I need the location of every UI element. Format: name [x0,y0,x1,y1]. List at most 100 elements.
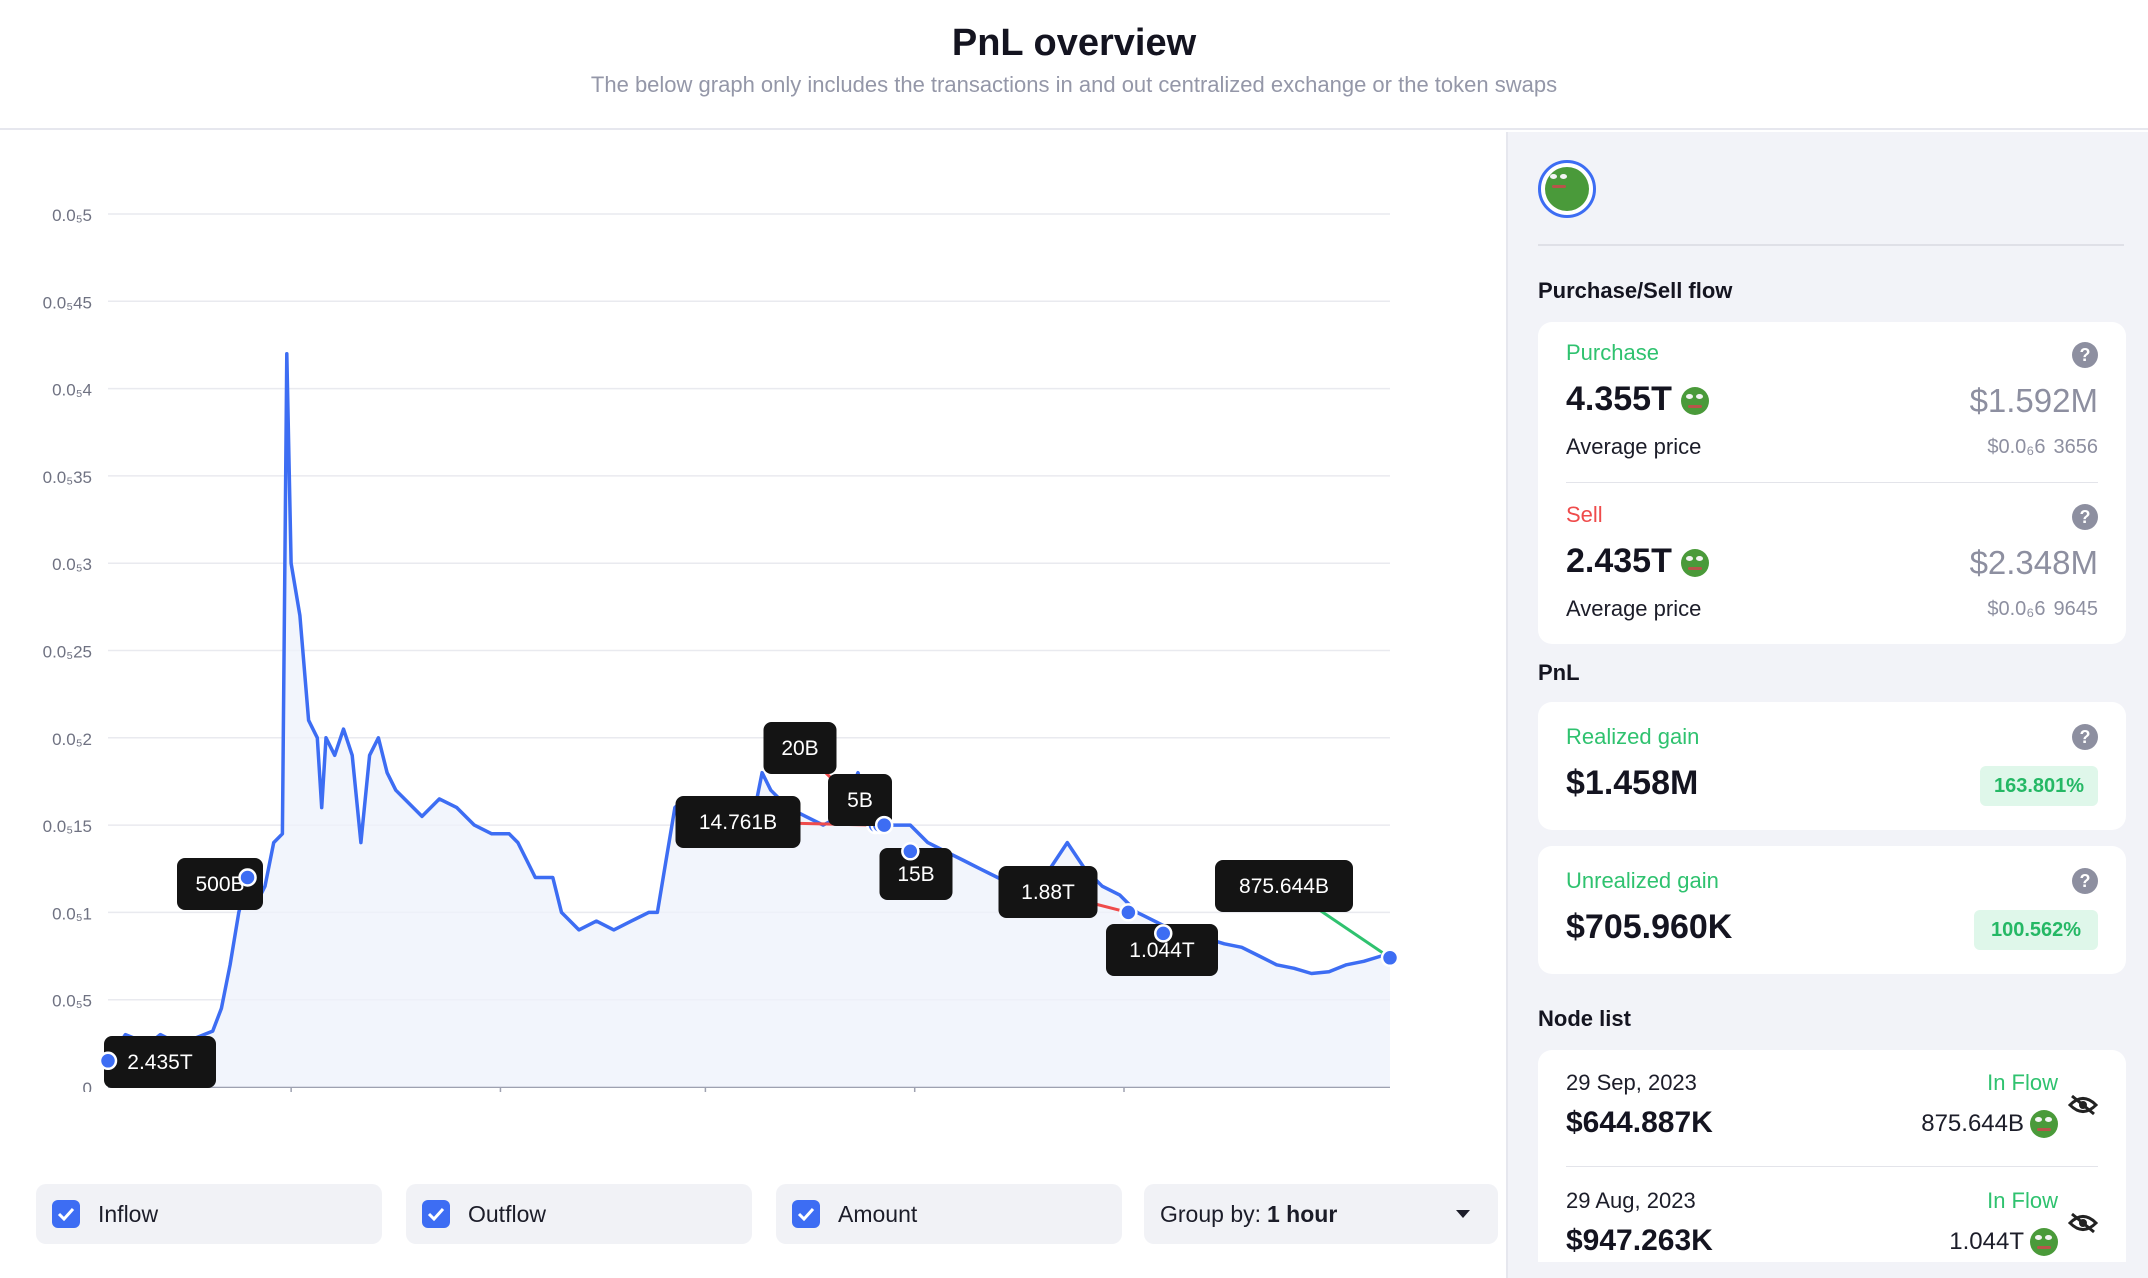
annotation-box [763,722,837,774]
annotation-box [828,774,892,826]
node-list: 29 Sep, 2023 In Flow $644.887K 875.644B … [1538,1050,2126,1262]
realized-gain-value: $1.458M [1566,764,1699,802]
annotation-box [104,1036,216,1088]
sell-amount-value: 2.435T [1566,542,1672,580]
pepe-token-icon [1545,167,1589,211]
node-usd: $644.887K [1566,1106,1713,1139]
amount-label: Amount [838,1200,918,1227]
pepe-token-icon [1681,387,1710,416]
page-subtitle: The below graph only includes the transa… [590,72,1558,97]
series-area [108,353,1390,1087]
help-icon[interactable]: ? [2072,868,2098,894]
annotation-label: 1.044T [1129,939,1195,962]
y-tick-label: 0.0₅15 [43,817,92,836]
pnl-title: PnL [1538,660,1580,685]
y-tick-label: 0.0₅35 [43,468,92,487]
annotation-box [998,866,1098,918]
realized-gain-label: Realized gain [1566,724,1700,749]
x-axis-ticks: MayJuneJulyAugustSeptember [290,1087,1125,1092]
annotation-point [1119,903,1138,922]
help-icon[interactable]: ? [2072,504,2098,530]
list-item[interactable]: 29 Aug, 2023 In Flow $947.263K 1.044T [1538,1168,2126,1262]
annotation-label: 20B [781,737,818,760]
unrealized-gain-value: $705.960K [1566,908,1733,946]
group-by-label: Group by: [1160,1200,1261,1227]
annotation-point [98,1051,118,1071]
pepe-token-icon [2030,1228,2058,1256]
node-flow: In Flow [1987,1070,2058,1095]
y-tick-label: 0.0₅3 [52,555,92,574]
annotation-point [238,868,257,887]
purchase-usd: $1.592M [1969,382,2098,419]
annotation-point [1380,948,1400,968]
purchase-avg-value: $0.0₆6 3656 [1987,436,2098,458]
group-by-value: 1 hour [1267,1200,1338,1227]
sell-label: Sell [1566,502,1603,527]
outflow-label: Outflow [468,1200,546,1227]
purchase-sell-title: Purchase/Sell flow [1538,278,1733,303]
annotation-label: 15B [897,863,934,886]
annotation-label: 1.88T [1021,881,1075,904]
node-list-title: Node list [1538,1006,1631,1031]
annotation-label: 14.761B [699,811,777,834]
sell-avg-value: $0.0₆6 9645 [1987,598,2098,620]
list-item[interactable]: 29 Sep, 2023 In Flow $644.887K 875.644B [1538,1050,2126,1168]
pepe-token-icon [2030,1110,2058,1138]
help-icon[interactable]: ? [2072,724,2098,750]
node-date: 29 Sep, 2023 [1566,1070,1697,1095]
y-tick-label: 0.0₅45 [43,293,92,312]
sidebar-divider [1538,244,2124,246]
purchase-sell-card: Purchase ? 4.355T $1.592M Average price … [1538,322,2126,644]
annotation-label: 500B [195,873,244,896]
pepe-token-icon [1681,549,1710,578]
y-tick-label: 0.0₅2 [52,730,92,749]
outflow-toggle[interactable]: Outflow [406,1184,752,1244]
realized-gain-card: Realized gain ? $1.458M 163.801% [1538,702,2126,830]
y-tick-label: 0.0₅4 [52,381,92,400]
eye-off-icon[interactable] [2068,1212,2098,1234]
series-line [106,351,1391,1062]
inflow-label: Inflow [98,1200,159,1227]
help-icon[interactable]: ? [2072,342,2098,368]
amount-toggle[interactable]: Amount [776,1184,1122,1244]
purchase-amount-value: 4.355T [1566,380,1672,418]
annotation-label: 875.644B [1239,875,1329,898]
y-tick-label: 0.0₅25 [43,643,92,662]
y-tick-label: 0.0₅1 [52,904,92,923]
annotation-label: 5B [847,789,873,812]
token-avatar[interactable] [1538,160,1596,218]
node-amount-value: 1.044T [1949,1228,2024,1255]
node-usd: $947.263K [1566,1224,1713,1257]
group-by-select[interactable]: Group by: 1 hour [1144,1184,1498,1244]
sidebar: Purchase/Sell flow Purchase ? 4.355T $1.… [1506,132,2148,1278]
purchase-avg-label: Average price [1566,434,1702,459]
node-amount: 875.644B [1921,1110,2058,1138]
annotation-box [1106,924,1218,976]
unrealized-gain-label: Unrealized gain [1566,868,1719,893]
node-amount-value: 875.644B [1921,1110,2024,1137]
sell-avg-label: Average price [1566,596,1702,621]
outflow-checkbox[interactable] [422,1200,450,1228]
y-tick-label: 0.0₅5 [52,206,92,225]
eye-off-icon[interactable] [2068,1094,2098,1116]
annotation-point [901,842,920,861]
card-separator [1566,482,2098,483]
annotation-box [879,848,953,900]
node-flow: In Flow [1987,1188,2058,1213]
chevron-down-icon [1456,1210,1470,1218]
y-tick-label: 0.0₅5 [52,992,92,1011]
annotation-point [1154,924,1173,943]
inflow-checkbox[interactable] [52,1200,80,1228]
page-title: PnL overview [951,22,1197,64]
inflow-toggle[interactable]: Inflow [36,1184,382,1244]
y-tick-label: 0 [83,1079,92,1092]
chart-panel: 0 0.0₅5 0.0₅1 0.0₅15 0.0₅2 0.0₅25 0.0₅3 0.0₅35 0… [0,132,1506,1278]
unrealized-gain-card: Unrealized gain ? $705.960K 100.562% [1538,846,2126,974]
realized-gain-percent: 163.801% [1980,766,2098,806]
annotation-box [1215,860,1353,912]
pnl-line-chart[interactable]: 0 0.0₅5 0.0₅1 0.0₅15 0.0₅2 0.0₅25 0.0₅3 0.0₅35 0… [0,132,1506,1092]
sell-usd: $2.348M [1969,544,2098,581]
unrealized-gain-percent: 100.562% [1974,910,2098,950]
amount-checkbox[interactable] [792,1200,820,1228]
sell-amount: 2.435T [1566,542,1710,581]
